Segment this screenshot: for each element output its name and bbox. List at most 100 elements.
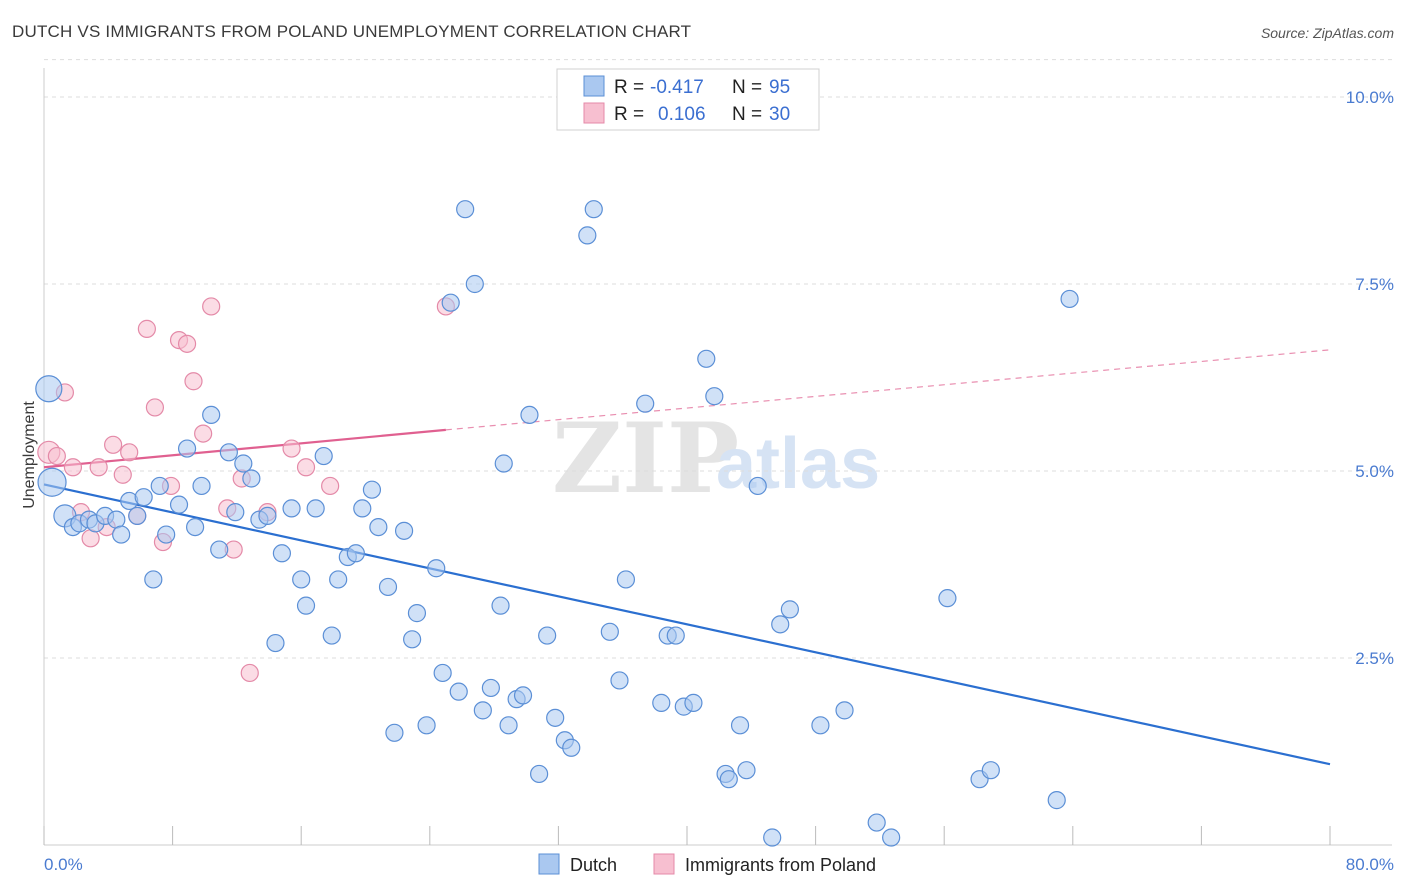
point-dutch — [610, 671, 629, 690]
chart-source: Source: ZipAtlas.com — [1260, 25, 1394, 41]
point-dutch — [242, 469, 261, 488]
point-dutch — [394, 521, 414, 540]
point-dutch — [684, 693, 703, 712]
point-poland — [47, 446, 66, 466]
point-dutch — [719, 770, 738, 789]
point-dutch — [835, 701, 854, 720]
point-dutch — [491, 596, 510, 615]
point-dutch — [186, 517, 205, 537]
stats-dutch-r-label: R = — [614, 77, 644, 98]
point-dutch — [234, 454, 253, 473]
point-dutch — [210, 540, 229, 559]
point-dutch — [538, 626, 557, 645]
point-dutch — [403, 630, 422, 649]
point-dutch — [882, 828, 901, 847]
point-poland — [63, 458, 83, 477]
grid-lines — [44, 59, 1392, 659]
y-axis-label: Unemployment — [21, 401, 38, 509]
point-poland — [202, 297, 221, 316]
y-tick-label: 5.0% — [1355, 462, 1394, 481]
point-dutch — [407, 604, 427, 623]
x-tick-label-min: 0.0% — [44, 855, 83, 874]
point-dutch — [867, 813, 886, 832]
point-poland — [113, 465, 132, 484]
point-dutch — [449, 682, 468, 701]
point-dutch — [494, 454, 513, 473]
point-dutch — [226, 503, 245, 522]
legend: Dutch Immigrants from Poland — [538, 853, 876, 875]
point-dutch — [314, 446, 333, 466]
point-dutch — [306, 499, 325, 518]
point-dutch — [697, 349, 716, 368]
point-dutch — [369, 517, 388, 537]
point-dutch — [144, 570, 163, 589]
y-tick-label: 7.5% — [1355, 275, 1394, 294]
point-dutch — [157, 525, 176, 544]
point-dutch — [37, 467, 67, 497]
stats-poland-r-value: 0.106 — [658, 104, 706, 125]
point-dutch — [128, 506, 147, 525]
point-dutch — [417, 716, 436, 735]
point-dutch — [112, 525, 131, 544]
x-tick-label-max: 80.0% — [1346, 855, 1394, 874]
point-dutch — [296, 596, 316, 615]
point-dutch — [353, 499, 372, 518]
point-dutch — [177, 439, 197, 458]
stats-poland-n-value: 30 — [769, 104, 790, 125]
point-dutch — [362, 480, 382, 499]
point-dutch — [499, 716, 518, 735]
point-dutch — [292, 570, 311, 589]
point-poland — [240, 663, 259, 683]
point-dutch — [737, 761, 756, 780]
point-dutch — [546, 708, 565, 727]
point-dutch — [748, 476, 767, 496]
point-dutch — [427, 559, 446, 578]
point-dutch — [322, 626, 341, 645]
point-dutch — [705, 387, 724, 406]
watermark-zip: ZIP — [552, 402, 739, 515]
legend-label-dutch: Dutch — [570, 855, 617, 875]
point-dutch — [771, 615, 790, 634]
legend-swatch-poland — [653, 853, 675, 875]
point-dutch — [433, 663, 452, 683]
stats-poland-n-label: N = — [732, 104, 762, 125]
point-dutch — [202, 405, 221, 424]
point-poland — [184, 372, 203, 391]
point-dutch — [616, 570, 636, 589]
point-dutch — [346, 544, 365, 563]
trend-lines — [43, 349, 1331, 766]
point-dutch — [134, 488, 153, 507]
y-tick-label: 10.0% — [1346, 88, 1394, 107]
point-dutch — [282, 499, 301, 518]
trend-line-poland — [43, 428, 446, 469]
point-dutch — [652, 693, 671, 712]
point-dutch — [481, 678, 500, 698]
point-dutch — [329, 570, 348, 589]
point-dutch — [1060, 289, 1079, 309]
trend-line-dutch — [43, 483, 1331, 766]
point-dutch — [473, 701, 492, 720]
point-poland — [89, 458, 108, 477]
point-dutch — [530, 764, 549, 784]
point-dutch — [35, 375, 63, 403]
point-dutch — [169, 495, 189, 514]
point-poland — [282, 439, 301, 458]
point-dutch — [520, 405, 539, 424]
point-dutch — [578, 226, 597, 245]
point-dutch — [562, 738, 581, 757]
point-dutch — [666, 626, 685, 645]
stats-swatch-dutch — [583, 75, 605, 97]
point-poland — [137, 319, 156, 338]
chart-title: DUTCH VS IMMIGRANTS FROM POLAND UNEMPLOY… — [12, 22, 692, 41]
point-dutch — [730, 716, 750, 735]
legend-swatch-dutch — [538, 853, 560, 875]
stats-swatch-poland — [583, 102, 605, 124]
data-points — [35, 200, 1079, 847]
point-dutch — [192, 476, 211, 496]
point-dutch — [763, 828, 782, 847]
point-dutch — [1047, 791, 1066, 810]
watermark-atlas: atlas — [716, 424, 880, 504]
point-poland — [177, 334, 197, 353]
point-dutch — [584, 200, 603, 219]
